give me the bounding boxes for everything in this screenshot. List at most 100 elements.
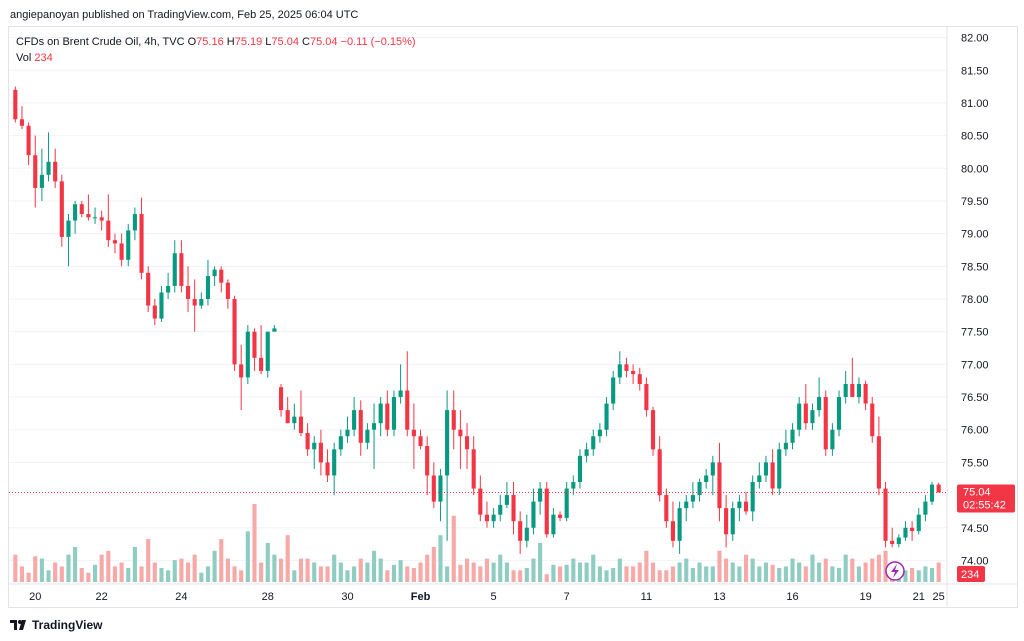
volume-legend-label: Vol [16, 52, 32, 64]
volume-bar [584, 562, 589, 582]
volume-bar [478, 566, 483, 582]
candle-body [637, 374, 642, 384]
time-tick-label: 30 [341, 591, 353, 603]
candle-body [856, 383, 862, 398]
volume-bar [232, 566, 237, 582]
time-tick-label: 13 [713, 591, 725, 603]
candle-body [624, 364, 629, 371]
volume-bar [524, 567, 529, 582]
volume-bar [538, 543, 543, 582]
volume-bar [870, 558, 875, 582]
volume-bar [39, 558, 44, 582]
volume-bar [86, 572, 91, 582]
volume-bars [13, 504, 941, 582]
candle-body [710, 462, 715, 476]
low-label: L [265, 36, 272, 48]
candle-body [385, 403, 390, 430]
volume-value: 234 [961, 569, 979, 581]
volume-bar [172, 560, 177, 582]
candle-body [278, 387, 284, 411]
volume-bar [763, 562, 769, 582]
volume-bar [259, 562, 264, 582]
volume-bar [132, 546, 137, 582]
volume-bar [252, 504, 257, 582]
candle-body [451, 410, 456, 430]
candle-body [338, 436, 343, 450]
candle-body [132, 214, 137, 231]
candle-body [179, 253, 184, 286]
candle-body [232, 299, 237, 365]
change-value: −0.11 (−0.15%) [340, 36, 416, 48]
candle-body [332, 449, 337, 476]
volume-bar [385, 570, 390, 582]
candle-body [265, 331, 270, 371]
volume-bar [810, 554, 815, 582]
volume-bar [239, 570, 244, 582]
volume-bar [365, 562, 370, 582]
time-tick-label: 16 [786, 591, 798, 603]
candle-body [438, 475, 443, 502]
volume-bar [544, 574, 549, 582]
volume-bar [850, 558, 855, 582]
volume-bar [292, 570, 297, 582]
candle-body [797, 403, 802, 430]
volume-bar [783, 566, 788, 582]
bar-countdown: 02:55:42 [963, 499, 1006, 511]
candle-body [604, 403, 609, 430]
candle-body [717, 462, 722, 509]
volume-bar [591, 554, 596, 582]
candle-body [212, 269, 217, 277]
price-tick-label: 77.50 [961, 327, 989, 339]
candle-body [730, 508, 735, 535]
candle-body [398, 390, 403, 398]
publisher-info: angiepanoyan published on TradingView.co… [10, 9, 359, 21]
volume-bar [484, 558, 490, 582]
candle-body [830, 429, 835, 450]
candle-body [876, 436, 881, 489]
volume-bar [690, 567, 695, 582]
candle-body [737, 501, 742, 509]
price-tick-label: 78.50 [961, 261, 989, 273]
candle-body [704, 475, 709, 483]
candle-body [783, 442, 788, 450]
candle-body [777, 449, 782, 489]
candle-body [19, 119, 25, 126]
volume-bar [737, 566, 742, 582]
candlestick-chart[interactable]: 82.00 81.50 81.00 80.50 80.00 79.50 79.00 78.50… [9, 27, 1017, 607]
volume-bar [312, 562, 317, 582]
candle-body [318, 442, 323, 463]
volume-bar [697, 562, 702, 582]
time-tick-label: 21 [913, 591, 925, 603]
candle-body [524, 527, 529, 541]
price-axis[interactable]: 82.00 81.50 81.00 80.50 80.00 79.50 79.00 78.50… [961, 33, 989, 568]
last-price-label: 75.04 02:55:42 [957, 484, 1015, 513]
chart-frame[interactable]: 82.00 81.50 81.00 80.50 80.00 79.50 79.00 78.50… [8, 26, 1018, 608]
price-tick-label: 78.00 [961, 294, 989, 306]
volume-bar [378, 558, 383, 582]
candle-body [405, 390, 410, 430]
candle-body [86, 214, 91, 218]
volume-row: Vol 234 [16, 50, 416, 66]
candle-body [743, 501, 749, 512]
candle-body [159, 292, 164, 319]
volume-bar [272, 554, 277, 582]
candle-body [445, 410, 450, 476]
candle-body [325, 462, 330, 476]
volume-bar [936, 562, 941, 582]
volume-bar [92, 564, 98, 582]
candle-body [504, 495, 509, 505]
candle-body [644, 383, 649, 411]
candle-body [724, 508, 729, 535]
volume-bar [631, 566, 636, 582]
candle-body [611, 377, 616, 404]
volume-bar [33, 556, 38, 582]
candle-body [152, 305, 157, 319]
candle-body [810, 410, 815, 424]
candle-body [345, 429, 350, 437]
volume-bar [531, 558, 536, 582]
volume-bar [684, 558, 689, 582]
lightning-icon[interactable] [885, 561, 905, 581]
last-price-value: 75.04 [963, 486, 991, 498]
time-axis[interactable]: 20 22 24 28 30 Feb 5 7 11 13 16 19 21 25 [29, 591, 945, 603]
volume-bar [823, 558, 828, 582]
